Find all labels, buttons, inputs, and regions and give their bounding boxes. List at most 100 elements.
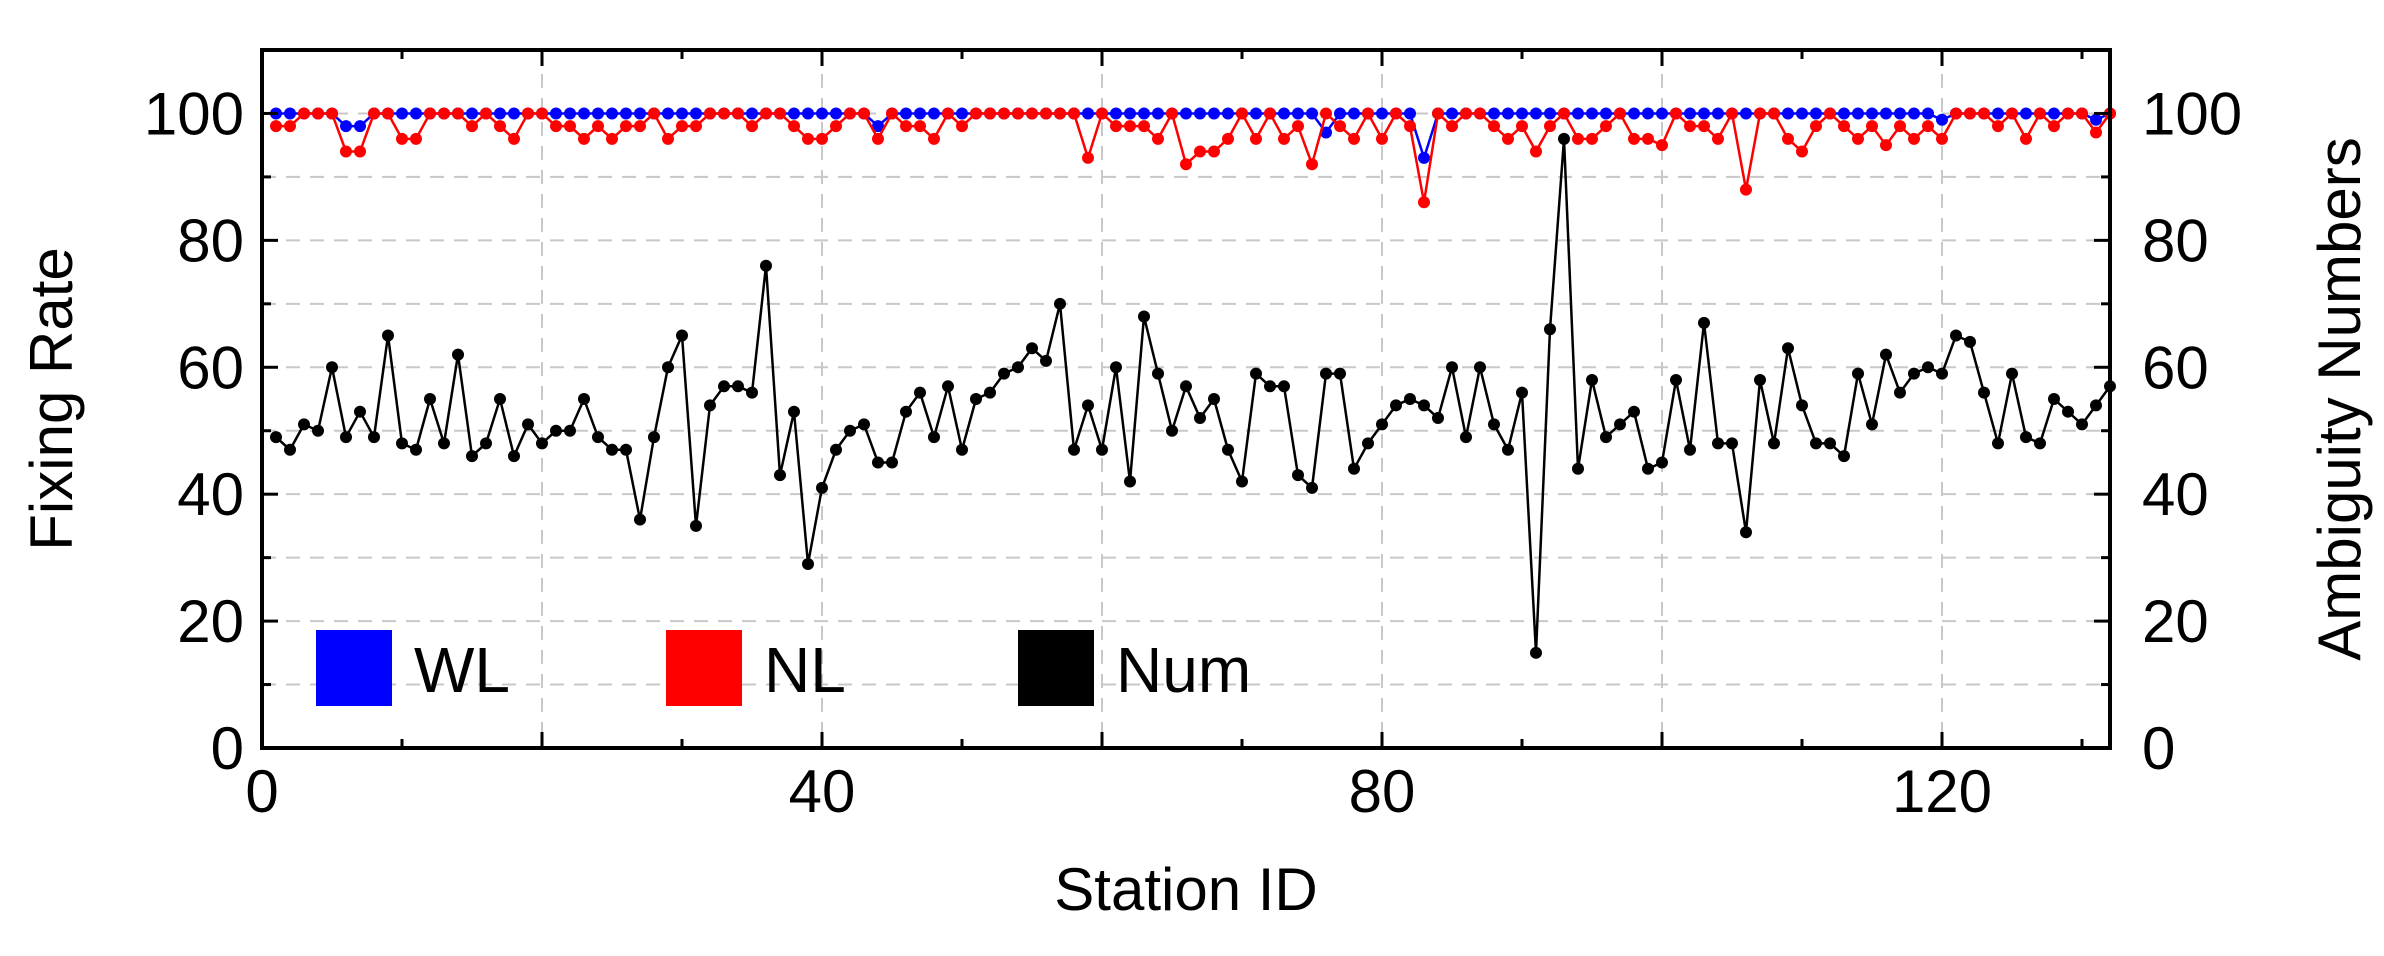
data-point-wl (1782, 107, 1794, 120)
y2-tick-label: 60 (2142, 334, 2209, 401)
data-point-wl (1502, 107, 1514, 120)
data-point-num (326, 361, 338, 374)
data-point-num (592, 431, 604, 444)
data-point-num (1474, 361, 1486, 374)
data-point-num (1124, 475, 1136, 488)
data-point-num (1628, 405, 1640, 418)
legend: WL NL Num (316, 630, 1251, 706)
data-point-nl (620, 120, 632, 133)
data-point-nl (410, 132, 422, 145)
data-point-nl (1684, 120, 1696, 133)
data-point-nl (788, 120, 800, 133)
data-point-num (634, 513, 646, 526)
data-point-nl (1404, 120, 1416, 133)
data-point-wl (1250, 107, 1262, 120)
data-point-num (1950, 329, 1962, 342)
data-point-nl (2048, 120, 2060, 133)
data-point-num (284, 443, 296, 456)
data-point-nl (1992, 120, 2004, 133)
data-point-num (354, 405, 366, 418)
data-point-nl (312, 107, 324, 120)
data-point-nl (1054, 107, 1066, 120)
data-point-nl (1180, 158, 1192, 171)
data-point-nl (1166, 107, 1178, 120)
data-point-nl (704, 107, 716, 120)
data-point-nl (1670, 107, 1682, 120)
data-point-num (1418, 399, 1430, 412)
legend-label-nl: NL (764, 634, 846, 706)
data-point-wl (1292, 107, 1304, 120)
data-point-nl (732, 107, 744, 120)
data-point-wl (564, 107, 576, 120)
data-point-num (1922, 361, 1934, 374)
data-point-num (676, 329, 688, 342)
data-point-wl (634, 107, 646, 120)
data-point-nl (480, 107, 492, 120)
data-point-nl (844, 107, 856, 120)
data-point-num (1824, 437, 1836, 450)
data-point-nl (634, 120, 646, 133)
data-point-wl (1698, 107, 1710, 120)
y-tick-label: 60 (177, 334, 244, 401)
data-point-wl (410, 107, 422, 120)
data-point-wl (676, 107, 688, 120)
data-point-nl (1712, 132, 1724, 145)
data-point-nl (1474, 107, 1486, 120)
data-point-num (648, 431, 660, 444)
data-point-wl (746, 107, 758, 120)
data-point-wl (578, 107, 590, 120)
data-point-wl (466, 107, 478, 120)
data-point-nl (1698, 120, 1710, 133)
legend-label-wl: WL (414, 634, 510, 706)
data-point-wl (606, 107, 618, 120)
data-point-wl (2090, 113, 2102, 126)
x-tick-label: 120 (1892, 758, 1992, 825)
data-point-nl (1852, 132, 1864, 145)
data-point-wl (830, 107, 842, 120)
legend-swatch-num (1018, 630, 1094, 706)
data-point-nl (396, 132, 408, 145)
data-point-num (466, 450, 478, 463)
data-point-num (606, 443, 618, 456)
data-point-nl (270, 120, 282, 133)
data-point-nl (438, 107, 450, 120)
plot-frame (260, 48, 2112, 750)
data-point-num (550, 424, 562, 437)
data-point-wl (1278, 107, 1290, 120)
data-point-nl (760, 107, 772, 120)
data-point-nl (1516, 120, 1528, 133)
data-point-wl (592, 107, 604, 120)
data-point-num (1166, 424, 1178, 437)
data-point-nl (914, 120, 926, 133)
data-point-nl (1754, 107, 1766, 120)
data-point-num (1404, 393, 1416, 405)
data-point-wl (620, 107, 632, 120)
data-point-nl (1922, 120, 1934, 133)
data-point-nl (928, 132, 940, 145)
y2-tick-label: 40 (2142, 461, 2209, 528)
data-point-nl (1278, 132, 1290, 145)
data-point-num (578, 393, 590, 405)
data-point-num (928, 431, 940, 444)
data-point-wl (508, 107, 520, 120)
data-point-num (900, 405, 912, 418)
data-point-wl (340, 120, 352, 133)
data-point-num (970, 393, 982, 405)
legend-swatch-wl (316, 630, 392, 706)
data-point-num (1488, 418, 1500, 431)
data-point-num (312, 424, 324, 437)
data-point-wl (1642, 107, 1654, 120)
data-point-num (536, 437, 548, 450)
data-point-num (410, 443, 422, 456)
data-point-num (1740, 526, 1752, 539)
data-point-wl (1306, 107, 1318, 120)
x-tick-label: 80 (1349, 758, 1416, 825)
data-point-wl (1446, 107, 1458, 120)
data-point-num (1852, 367, 1864, 380)
data-point-num (564, 424, 576, 437)
data-point-nl (1418, 196, 1430, 209)
data-point-num (1292, 469, 1304, 482)
data-point-nl (508, 132, 520, 145)
data-point-wl (802, 107, 814, 120)
data-point-nl (1488, 120, 1500, 133)
